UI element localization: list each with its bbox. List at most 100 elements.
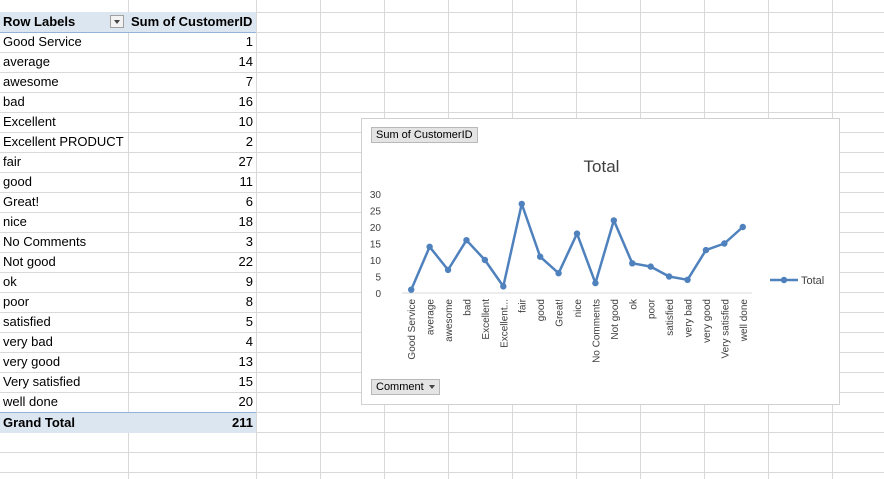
pivot-row-label[interactable]: Excellent PRODUCT — [3, 134, 124, 149]
value-field-button-label: Sum of CustomerID — [376, 129, 473, 141]
series-line-total[interactable] — [410, 202, 744, 291]
pivot-row-value[interactable]: 15 — [238, 374, 253, 389]
pivot-row-label[interactable]: well done — [3, 394, 58, 409]
pivot-row-value[interactable]: 7 — [245, 74, 253, 89]
pivot-row-value[interactable]: 5 — [245, 314, 253, 329]
pivot-row-label[interactable]: No Comments — [3, 234, 87, 249]
data-point[interactable] — [555, 270, 562, 277]
x-tick-label: fair — [518, 298, 529, 313]
pivot-row: nice 18 — [0, 212, 256, 232]
data-point[interactable] — [592, 279, 599, 287]
pivot-row-label[interactable]: very bad — [3, 334, 53, 349]
pivot-row-label[interactable]: Good Service — [3, 34, 82, 49]
data-point[interactable] — [665, 273, 673, 280]
pivot-row: fair 27 — [0, 152, 256, 172]
pivot-row: good 11 — [0, 172, 256, 192]
pivot-row-label[interactable]: awesome — [3, 74, 59, 89]
data-point[interactable] — [647, 263, 654, 270]
x-tick-label: awesome — [444, 299, 455, 342]
pivot-row-value[interactable]: 11 — [239, 174, 254, 189]
chevron-down-icon — [428, 385, 435, 390]
pivot-row: very good 13 — [0, 352, 256, 372]
pivot-row-value[interactable]: 22 — [238, 254, 253, 269]
x-tick-label: very good — [702, 299, 713, 343]
pivot-row-value[interactable]: 10 — [238, 114, 253, 129]
grand-total-value[interactable]: 211 — [232, 415, 253, 430]
pivot-row-label[interactable]: Very satisfied — [3, 374, 81, 389]
x-tick-label: poor — [647, 298, 658, 319]
pivot-row-value[interactable]: 16 — [238, 94, 253, 109]
x-tick-label: Great! — [555, 299, 566, 327]
pivot-row-value[interactable]: 27 — [238, 154, 253, 169]
chart-legend[interactable]: Total — [770, 275, 824, 287]
row-labels-header[interactable]: Row Labels — [3, 14, 76, 29]
y-tick-label: 5 — [375, 273, 381, 284]
y-tick-label: 10 — [370, 256, 382, 267]
pivot-row: poor 8 — [0, 292, 256, 312]
pivot-row: well done 20 — [0, 392, 256, 412]
pivot-row: No Comments 3 — [0, 232, 256, 252]
pivot-row: very bad 4 — [0, 332, 256, 352]
data-point[interactable] — [444, 266, 452, 274]
data-point[interactable] — [408, 286, 415, 293]
pivot-row-value[interactable]: 1 — [245, 34, 253, 49]
pivot-row-label[interactable]: Not good — [3, 254, 56, 269]
axis-field-button[interactable]: Comment — [371, 379, 440, 395]
y-tick-label: 0 — [375, 289, 381, 300]
legend-point-marker — [780, 276, 788, 284]
legend-label: Total — [801, 275, 824, 287]
data-point[interactable] — [610, 217, 618, 224]
x-tick-label: Very satisfied — [720, 299, 731, 358]
data-point[interactable] — [573, 230, 581, 237]
value-field-button[interactable]: Sum of CustomerID — [371, 127, 478, 143]
pivot-row-value[interactable]: 3 — [245, 234, 253, 249]
data-point[interactable] — [463, 237, 470, 244]
pivot-row-value[interactable]: 6 — [245, 194, 253, 209]
data-point[interactable] — [426, 243, 433, 250]
pivot-row-label[interactable]: ok — [3, 274, 17, 289]
pivot-row-value[interactable]: 8 — [245, 294, 253, 309]
pivot-row-label[interactable]: bad — [3, 94, 25, 109]
y-tick-label: 30 — [370, 190, 382, 201]
data-point[interactable] — [518, 200, 525, 208]
data-point[interactable] — [721, 240, 728, 247]
pivot-row-label[interactable]: good — [3, 174, 32, 189]
pivot-row-label[interactable]: nice — [3, 214, 27, 229]
pivot-row: Good Service 1 — [0, 32, 256, 52]
pivot-row-value[interactable]: 18 — [238, 214, 253, 229]
pivot-row-label[interactable]: Excellent — [3, 114, 56, 129]
pivot-header-row: Row Labels Sum of CustomerID — [0, 12, 256, 33]
grand-total-label[interactable]: Grand Total — [3, 415, 75, 430]
pivot-chart[interactable]: Sum of CustomerID Total 0 5 10 15 20 25 30 Good… — [361, 118, 840, 405]
pivot-row: bad 16 — [0, 92, 256, 112]
data-point[interactable] — [536, 253, 544, 260]
pivot-row: Excellent 10 — [0, 112, 256, 132]
pivot-row: Excellent PRODUCT 2 — [0, 132, 256, 152]
pivot-row-label[interactable]: satisfied — [3, 314, 51, 329]
value-field-header[interactable]: Sum of CustomerID — [131, 14, 253, 29]
y-tick-label: 15 — [370, 240, 382, 251]
pivot-row-label[interactable]: average — [3, 54, 50, 69]
x-tick-label: well done — [739, 299, 750, 343]
pivot-row-value[interactable]: 20 — [238, 394, 253, 409]
pivot-row-label[interactable]: Great! — [3, 194, 40, 209]
pivot-row-value[interactable]: 2 — [245, 134, 253, 149]
y-tick-label: 20 — [370, 223, 382, 234]
pivot-row-value[interactable]: 13 — [238, 354, 253, 369]
data-point[interactable] — [739, 223, 746, 231]
x-tick-label: Good Service — [407, 299, 418, 360]
row-labels-filter-button[interactable] — [110, 15, 124, 28]
pivot-row-value[interactable]: 9 — [245, 274, 253, 289]
data-point[interactable] — [629, 260, 636, 267]
pivot-row: ok 9 — [0, 272, 256, 292]
x-tick-label: average — [426, 299, 437, 336]
data-point[interactable] — [684, 276, 691, 283]
pivot-row-value[interactable]: 14 — [238, 54, 253, 69]
pivot-row-label[interactable]: fair — [3, 154, 22, 169]
data-point[interactable] — [500, 283, 507, 290]
pivot-row-label[interactable]: very good — [3, 354, 61, 369]
pivot-row-label[interactable]: poor — [3, 294, 30, 309]
data-point[interactable] — [702, 246, 710, 254]
pivot-row-value[interactable]: 4 — [245, 334, 253, 349]
data-point[interactable] — [481, 256, 489, 264]
